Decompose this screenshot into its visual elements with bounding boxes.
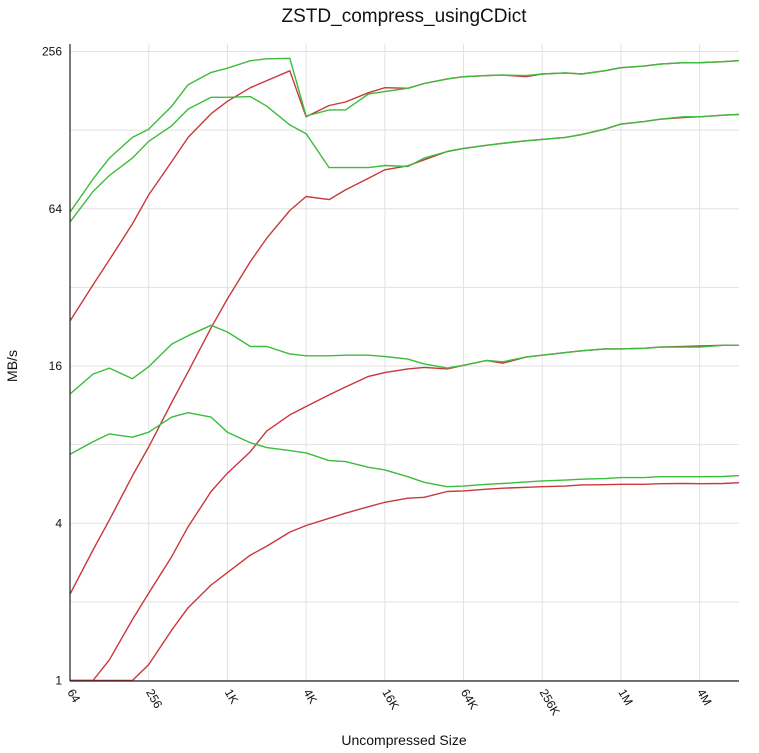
chart-title: ZSTD_compress_usingCDict (282, 6, 528, 27)
y-tick-label: 4 (55, 516, 62, 530)
series-line-5-red (70, 344, 739, 682)
series-group (69, 57, 740, 682)
x-tick-label: 4K (301, 687, 320, 707)
x-tick-label: 256 (143, 687, 165, 712)
x-tick-label: 1M (615, 687, 635, 708)
x-tick-label: 64K (458, 687, 481, 712)
x-tick-label: 16K (379, 687, 402, 712)
y-tick-label: 64 (49, 202, 63, 216)
series-line-7-red (70, 482, 740, 682)
x-tick-label: 64 (64, 687, 83, 706)
y-tick-label: 1 (55, 674, 62, 688)
y-axis-label: MB/s (4, 350, 20, 382)
x-axis-label: Uncompressed Size (341, 732, 466, 748)
x-tick-label: 1K (222, 687, 241, 707)
series-line-3-red (69, 113, 740, 595)
grid (69, 44, 739, 681)
x-tick-label: 256K (537, 687, 563, 718)
series-line-1-red (69, 60, 740, 322)
x-tick-labels: 64 256 1K 4K 16K 64K 256K 1M 4M (64, 687, 714, 718)
y-tick-label: 256 (42, 45, 62, 59)
x-tick-label: 4M (694, 687, 714, 708)
series-line-6-green (69, 324, 739, 395)
series-line-4-green (69, 95, 740, 223)
y-tick-label: 16 (49, 359, 63, 373)
series-line-2-green (69, 57, 740, 213)
y-tick-labels: 1 4 16 64 256 (42, 45, 62, 688)
series-line-8-green (69, 412, 740, 488)
